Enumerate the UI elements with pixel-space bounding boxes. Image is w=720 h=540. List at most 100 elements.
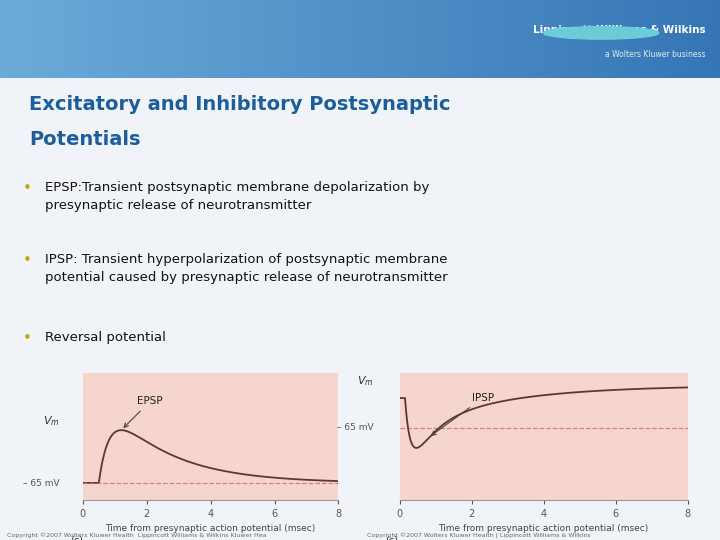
Bar — [241, 0, 245, 78]
Bar — [342, 0, 346, 78]
Bar — [547, 0, 551, 78]
Bar — [648, 0, 652, 78]
Bar — [526, 0, 529, 78]
Bar — [360, 0, 364, 78]
Bar — [673, 0, 677, 78]
Bar — [68, 0, 72, 78]
Bar — [58, 0, 61, 78]
Bar — [626, 0, 630, 78]
Bar — [43, 0, 47, 78]
Text: Copyright ©2007 Wolters Kluwer Health  Lippincott Williams & Wilkins Kluwer Hea: Copyright ©2007 Wolters Kluwer Health Li… — [7, 532, 266, 538]
Text: Copyright ©2007 Wolters Kluwer Health | Lippincott Williams & Wilkins: Copyright ©2007 Wolters Kluwer Health | … — [367, 532, 591, 539]
Bar — [353, 0, 356, 78]
Bar — [112, 0, 115, 78]
Bar — [79, 0, 83, 78]
Bar — [14, 0, 18, 78]
Bar — [356, 0, 360, 78]
Bar — [580, 0, 583, 78]
Bar — [367, 0, 371, 78]
Bar — [324, 0, 328, 78]
Bar — [76, 0, 79, 78]
Bar — [666, 0, 670, 78]
Bar — [306, 0, 310, 78]
Text: (c): (c) — [70, 535, 83, 540]
Bar — [432, 0, 436, 78]
Bar — [148, 0, 151, 78]
Bar — [83, 0, 86, 78]
Bar — [349, 0, 353, 78]
Bar — [331, 0, 335, 78]
Bar — [259, 0, 263, 78]
Bar — [169, 0, 173, 78]
Bar — [216, 0, 220, 78]
Bar — [263, 0, 266, 78]
Bar — [245, 0, 248, 78]
Bar — [137, 0, 140, 78]
Bar — [382, 0, 385, 78]
Text: IPSP: IPSP — [432, 393, 494, 435]
Bar — [220, 0, 223, 78]
Bar — [7, 0, 11, 78]
Bar — [515, 0, 518, 78]
Bar — [655, 0, 659, 78]
Bar — [691, 0, 695, 78]
Bar — [612, 0, 616, 78]
Bar — [281, 0, 284, 78]
Bar — [418, 0, 421, 78]
Bar — [414, 0, 418, 78]
Bar — [389, 0, 392, 78]
Bar — [497, 0, 500, 78]
Bar — [194, 0, 198, 78]
Bar — [680, 0, 684, 78]
Bar — [130, 0, 133, 78]
Bar — [490, 0, 493, 78]
Bar — [104, 0, 108, 78]
Bar — [641, 0, 644, 78]
X-axis label: Time from presynaptic action potential (msec): Time from presynaptic action potential (… — [438, 524, 649, 533]
Bar — [302, 0, 306, 78]
Bar — [180, 0, 184, 78]
Bar — [173, 0, 176, 78]
Bar — [212, 0, 216, 78]
Bar — [403, 0, 407, 78]
Bar — [115, 0, 119, 78]
Text: Lippincott Williams & Wilkins: Lippincott Williams & Wilkins — [533, 25, 706, 35]
Bar — [97, 0, 101, 78]
Bar — [583, 0, 587, 78]
Bar — [461, 0, 464, 78]
Bar — [439, 0, 443, 78]
Bar — [317, 0, 320, 78]
Bar — [61, 0, 65, 78]
Bar — [601, 0, 605, 78]
Bar — [562, 0, 565, 78]
Bar — [536, 0, 540, 78]
Bar — [328, 0, 331, 78]
Bar — [659, 0, 662, 78]
Bar — [90, 0, 94, 78]
Text: $V_m$: $V_m$ — [43, 414, 60, 428]
Bar — [554, 0, 558, 78]
Bar — [522, 0, 526, 78]
Bar — [677, 0, 680, 78]
Bar — [619, 0, 623, 78]
Bar — [425, 0, 428, 78]
Text: Excitatory and Inhibitory Postsynaptic: Excitatory and Inhibitory Postsynaptic — [29, 95, 450, 114]
Bar — [551, 0, 554, 78]
Bar — [400, 0, 403, 78]
Bar — [94, 0, 97, 78]
Bar — [482, 0, 486, 78]
Bar — [540, 0, 544, 78]
Bar — [385, 0, 389, 78]
Bar — [479, 0, 482, 78]
Text: – 65 mV: – 65 mV — [337, 423, 374, 432]
Bar — [443, 0, 446, 78]
Bar — [518, 0, 522, 78]
Bar — [65, 0, 68, 78]
Bar — [234, 0, 238, 78]
Bar — [122, 0, 126, 78]
Text: a Wolters Kluwer business: a Wolters Kluwer business — [605, 50, 706, 59]
Bar — [706, 0, 709, 78]
Bar — [184, 0, 187, 78]
Text: EPSP: EPSP — [124, 396, 163, 427]
Bar — [493, 0, 497, 78]
